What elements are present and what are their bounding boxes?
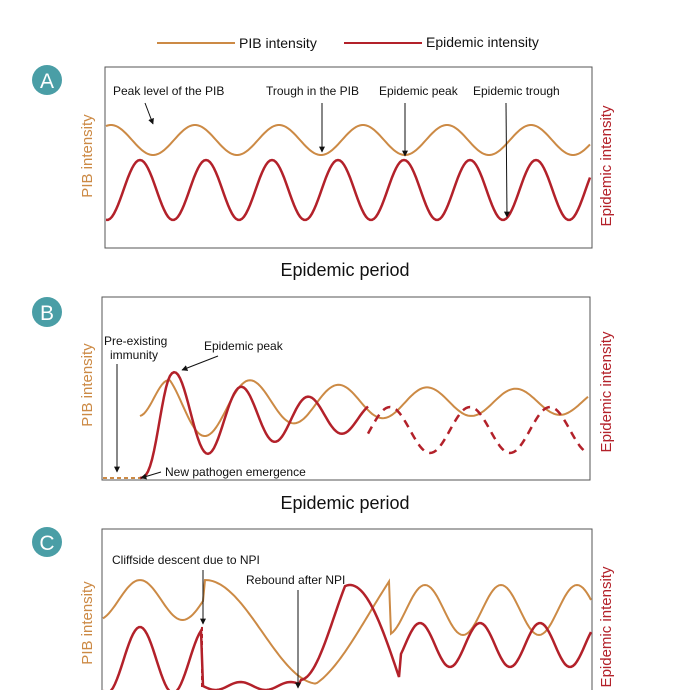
panel-c-frame: [101, 528, 593, 690]
panel-c-ylabel-right: Epidemic intensity: [598, 566, 615, 687]
panel-a-frame: [104, 66, 593, 249]
panel-c-annotation-cliffside: Cliffside descent due to NPI: [112, 553, 260, 567]
panel-a: A PIB intensity Epidemic intensity Peak …: [32, 65, 615, 280]
panel-b-ylabel-left: PIB intensity: [79, 343, 96, 427]
panel-c-epidemic-curve: [103, 583, 593, 690]
panel-c: C PIB intensity Epidemic intensity Cliff…: [32, 527, 615, 690]
panel-a-pib-curve: [105, 124, 591, 156]
legend: PIB intensity Epidemic intensity: [157, 34, 539, 51]
panel-b-annotation-emergence: New pathogen emergence: [165, 465, 306, 479]
panel-b-badge-label: B: [40, 302, 54, 325]
panel-b: B PIB intensity Epidemic intensity Pre-e…: [32, 296, 615, 513]
panel-b-badge: [32, 297, 62, 327]
panel-b-xlabel: Epidemic period: [280, 493, 409, 513]
panel-a-ylabel-left: PIB intensity: [79, 114, 96, 198]
panel-c-ylabel-left: PIB intensity: [79, 581, 96, 665]
panel-b-annotation-epidemic-peak: Epidemic peak: [204, 339, 284, 353]
panel-a-arrow-epidemic-trough: [503, 102, 510, 218]
panel-b-ylabel-right: Epidemic intensity: [598, 331, 615, 452]
panel-a-badge-label: A: [40, 70, 54, 93]
panel-a-badge: [32, 65, 62, 95]
panel-a-annotation-pib-peak: Peak level of the PIB: [113, 84, 224, 98]
legend-pib-label: PIB intensity: [239, 35, 317, 51]
panel-a-annotation-pib-trough: Trough in the PIB: [266, 84, 359, 98]
panel-c-pib-curve: [102, 578, 592, 685]
panel-b-epidemic-curve: [139, 370, 369, 480]
panel-c-badge-label: C: [39, 532, 54, 555]
panel-a-epidemic-curve: [106, 158, 592, 222]
panel-a-annotation-epidemic-trough: Epidemic trough: [473, 84, 560, 98]
panel-a-annotation-epidemic-peak: Epidemic peak: [379, 84, 459, 98]
panel-b-arrow-epidemic-peak: [181, 355, 219, 371]
panel-a-xlabel: Epidemic period: [280, 260, 409, 280]
panel-a-arrow-pib-peak: [144, 102, 154, 125]
panel-c-annotation-rebound: Rebound after NPI: [246, 573, 345, 587]
panel-b-arrow-emergence: [140, 471, 162, 480]
panel-b-annotation-immunity-line1: Pre-existing: [104, 334, 167, 348]
legend-epidemic-label: Epidemic intensity: [426, 34, 539, 50]
panel-b-pib-curve: [139, 379, 589, 437]
panel-b-epidemic-projected-curve: [366, 405, 589, 455]
panel-b-annotation-immunity-line2: immunity: [110, 348, 158, 362]
panel-b-frame: [101, 296, 591, 481]
panel-c-badge: [32, 527, 62, 557]
panel-a-ylabel-right: Epidemic intensity: [598, 105, 615, 226]
